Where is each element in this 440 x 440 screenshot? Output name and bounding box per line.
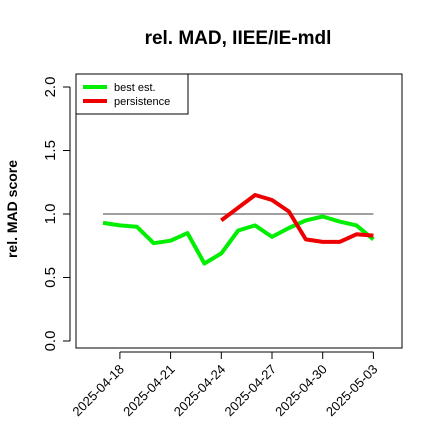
series-line-best-est bbox=[102, 214, 375, 266]
y-tick-label-0: 0.0 bbox=[42, 331, 59, 352]
series-line-persistence bbox=[220, 193, 374, 244]
series-layer bbox=[102, 193, 375, 266]
legend-label-persistence: persistence bbox=[114, 96, 170, 108]
y-tick-label-3: 1.5 bbox=[42, 140, 59, 161]
legend-label-best-est: best est. bbox=[114, 82, 156, 94]
y-tick-label-2: 1.0 bbox=[42, 204, 59, 225]
y-axis: 0.0 0.5 1.0 1.5 2.0 bbox=[42, 77, 71, 352]
x-axis: 2025-04-182025-04-212025-04-242025-04-27… bbox=[69, 351, 381, 420]
y-tick-label-4: 2.0 bbox=[42, 77, 59, 98]
x-tick-label-4: 2025-04-30 bbox=[272, 362, 330, 420]
y-tick-label-1: 0.5 bbox=[42, 267, 59, 288]
x-tick-label-0: 2025-04-18 bbox=[69, 362, 127, 420]
legend-box bbox=[75, 73, 189, 115]
chart-title: rel. MAD, IIEE/IE-mdl bbox=[145, 28, 332, 49]
y-axis-label: rel. MAD score bbox=[4, 160, 20, 258]
x-tick-label-2: 2025-04-24 bbox=[171, 362, 229, 420]
plot-frame bbox=[75, 73, 403, 349]
x-tick-label-3: 2025-04-27 bbox=[221, 362, 279, 420]
x-tick-label-5: 2025-05-03 bbox=[323, 362, 381, 420]
legend: best est. persistence bbox=[75, 73, 189, 115]
x-tick-label-1: 2025-04-21 bbox=[120, 362, 178, 420]
